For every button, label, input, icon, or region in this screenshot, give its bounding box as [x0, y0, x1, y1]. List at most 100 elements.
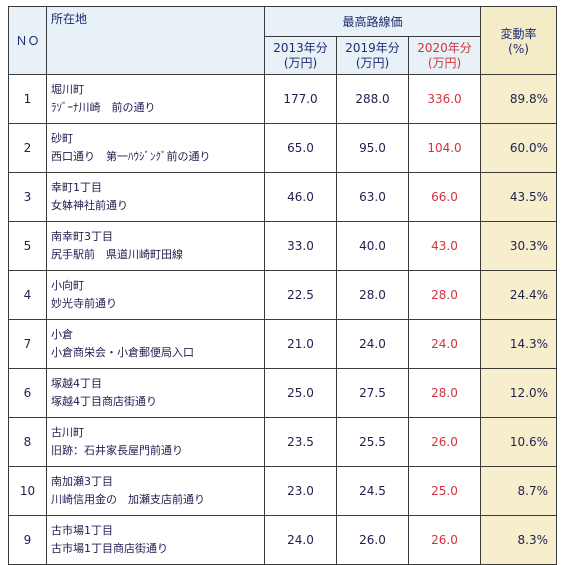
location-street: 小倉商栄会・小倉郵便局入口 — [51, 346, 194, 359]
header-rate-unit: (%) — [508, 42, 529, 56]
row-no: 7 — [8, 319, 47, 369]
location-street: 女躰神社前通り — [51, 199, 128, 212]
price-2020: 26.0 — [407, 515, 482, 565]
row-no: 9 — [8, 515, 47, 565]
price-2019: 24.0 — [336, 319, 409, 369]
price-2020: 336.0 — [407, 74, 482, 124]
row-no: 2 — [8, 123, 47, 173]
change-rate: 12.0% — [480, 368, 558, 418]
price-2019: 95.0 — [336, 123, 409, 173]
location-town: 砂町 — [51, 132, 73, 145]
location-town: 南加瀬3丁目 — [51, 475, 113, 488]
row-no: 5 — [8, 221, 47, 271]
row-no: 1 — [8, 74, 47, 124]
price-2019: 288.0 — [336, 74, 409, 124]
price-2020: 26.0 — [407, 417, 482, 467]
change-rate: 24.4% — [480, 270, 558, 320]
change-rate: 10.6% — [480, 417, 558, 467]
location-street: 尻手駅前 県道川崎町田線 — [51, 248, 183, 261]
table-row: 6 塚越4丁目 塚越4丁目商店街通り 25.0 27.5 28.0 12.0% — [8, 368, 558, 418]
table-row: 1 堀川町 ﾗｿﾞｰﾅ川崎 前の通り 177.0 288.0 336.0 89.8… — [8, 74, 558, 124]
row-location: 塚越4丁目塚越4丁目商店街通り — [46, 368, 265, 418]
location-town: 古川町 — [51, 426, 84, 439]
location-town: 幸町1丁目 — [51, 181, 102, 194]
price-2013: 177.0 — [264, 74, 337, 124]
row-location: 小倉小倉商栄会・小倉郵便局入口 — [46, 319, 265, 369]
price-2019: 26.0 — [336, 515, 409, 565]
table-row: 8 古川町旧跡：石井家長屋門前通り 23.5 25.5 26.0 10.6% — [8, 417, 558, 467]
header-2020-year: 2020年分 — [417, 40, 472, 55]
location-street: 西口通り 第一ﾊｳｼﾞﾝｸﾞ前の通り — [51, 150, 211, 163]
header-2013-year: 2013年分 — [273, 40, 328, 55]
header-2019: 2019年分 (万円) — [336, 36, 409, 75]
price-2013: 25.0 — [264, 368, 337, 418]
header-2013-unit: (万円) — [283, 55, 318, 70]
location-street: ﾗｿﾞｰﾅ川崎 前の通り — [51, 101, 156, 114]
header-2019-unit: (万円) — [355, 55, 390, 70]
change-rate: 60.0% — [480, 123, 558, 173]
price-2013: 65.0 — [264, 123, 337, 173]
row-location: 古市場1丁目 古市場1丁目商店街通り — [46, 515, 265, 565]
row-no: 3 — [8, 172, 47, 222]
row-location: 小向町 妙光寺前通り — [46, 270, 265, 320]
row-location: 砂町西口通り 第一ﾊｳｼﾞﾝｸﾞ前の通り — [46, 123, 265, 173]
price-2013: 46.0 — [264, 172, 337, 222]
price-2013: 21.0 — [264, 319, 337, 369]
row-location: 幸町1丁目女躰神社前通り — [46, 172, 265, 222]
header-2020-unit: (万円) — [427, 55, 462, 70]
price-2019: 28.0 — [336, 270, 409, 320]
row-location: 古川町旧跡：石井家長屋門前通り — [46, 417, 265, 467]
price-2020: 25.0 — [407, 466, 482, 516]
price-2013: 23.5 — [264, 417, 337, 467]
location-street: 旧跡：石井家長屋門前通り — [51, 444, 183, 457]
price-2013: 24.0 — [264, 515, 337, 565]
table-row: 10 南加瀬3丁目 川崎信用金の 加瀬支店前通り 23.0 24.5 25.0 8… — [8, 466, 558, 516]
header-rate: 変動率 (%) — [480, 6, 558, 75]
header-2019-year: 2019年分 — [345, 40, 400, 55]
price-2020: 43.0 — [407, 221, 482, 271]
location-town: 小向町 — [51, 279, 84, 292]
header-2013: 2013年分 (万円) — [264, 36, 337, 75]
change-rate: 8.3% — [480, 515, 558, 565]
price-2019: 63.0 — [336, 172, 409, 222]
price-2013: 33.0 — [264, 221, 337, 271]
header-price-group: 最高路線価 — [263, 6, 482, 37]
price-2020: 24.0 — [407, 319, 482, 369]
price-2020: 66.0 — [407, 172, 482, 222]
table-row: 2 砂町 西口通り 第一ﾊｳｼﾞﾝｸﾞ前の通り 65.0 95.0 104.0 6… — [8, 123, 558, 173]
location-street: 塚越4丁目商店街通り — [51, 395, 157, 408]
change-rate: 89.8% — [480, 74, 558, 124]
change-rate: 8.7% — [480, 466, 558, 516]
change-rate: 43.5% — [480, 172, 558, 222]
price-2019: 25.5 — [336, 417, 409, 467]
table-row: 7 小倉 小倉商栄会・小倉郵便局入口 21.0 24.0 24.0 14.3% — [8, 319, 558, 369]
location-town: 塚越4丁目 — [51, 377, 102, 390]
location-town: 古市場1丁目 — [51, 524, 113, 537]
change-rate: 30.3% — [480, 221, 558, 271]
header-rate-label: 変動率 — [500, 27, 537, 41]
row-location: 南幸町3丁目尻手駅前 県道川崎町田線 — [46, 221, 265, 271]
row-no: 8 — [8, 417, 47, 467]
location-street: 妙光寺前通り — [51, 297, 117, 310]
price-2019: 40.0 — [336, 221, 409, 271]
header-location: 所在地 — [46, 6, 265, 75]
table-row: 3 幸町1丁目女躰神社前通り 46.0 63.0 66.0 43.5% — [8, 172, 558, 222]
price-2019: 27.5 — [336, 368, 409, 418]
location-street: 川崎信用金の 加瀬支店前通り — [51, 493, 205, 506]
table-row: 5 南幸町3丁目尻手駅前 県道川崎町田線 33.0 40.0 43.0 30.3… — [8, 221, 558, 271]
location-town: 南幸町3丁目 — [51, 230, 113, 243]
row-no: 10 — [8, 466, 47, 516]
price-2013: 23.0 — [264, 466, 337, 516]
land-price-table: ＮＯ 所在地 最高路線価 変動率 (%) 2013年分 (万円) 2019年分 … — [8, 6, 558, 565]
location-town: 堀川町 — [51, 83, 84, 96]
row-location: 南加瀬3丁目川崎信用金の 加瀬支店前通り — [46, 466, 265, 516]
row-location: 堀川町 ﾗｿﾞｰﾅ川崎 前の通り — [46, 74, 265, 124]
location-town: 小倉 — [51, 328, 73, 341]
price-2020: 28.0 — [407, 270, 482, 320]
row-no: 4 — [8, 270, 47, 320]
table-row: 9 古市場1丁目 古市場1丁目商店街通り 24.0 26.0 26.0 8.3% — [8, 515, 558, 565]
table-row: 4 小向町妙光寺前通り 22.5 28.0 28.0 24.4% — [8, 270, 558, 320]
price-2013: 22.5 — [264, 270, 337, 320]
header-2020: 2020年分 (万円) — [407, 36, 482, 75]
row-no: 6 — [8, 368, 47, 418]
